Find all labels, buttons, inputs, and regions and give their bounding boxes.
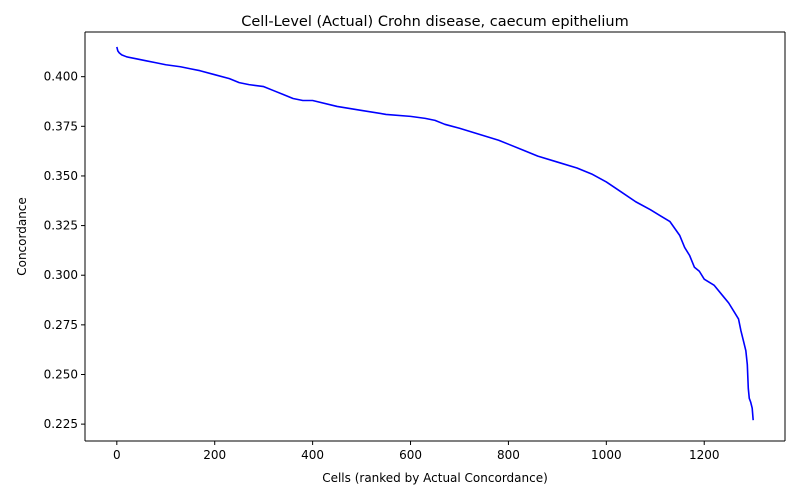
- x-tick-label: 400: [301, 448, 324, 462]
- chart-title: Cell-Level (Actual) Crohn disease, caecu…: [241, 14, 628, 30]
- y-axis-label: Concordance: [15, 197, 29, 276]
- y-tick-label: 0.300: [44, 268, 78, 282]
- y-tick-label: 0.225: [44, 417, 78, 431]
- x-tick-label: 0: [113, 448, 121, 462]
- axes-layer: [84, 31, 786, 442]
- x-tick-label: 1000: [591, 448, 622, 462]
- y-tick-label: 0.250: [44, 367, 78, 381]
- y-tick-label: 0.375: [44, 119, 78, 133]
- x-tick-label: 600: [399, 448, 422, 462]
- x-tick-label: 1200: [689, 448, 720, 462]
- y-tick-label: 0.350: [44, 169, 78, 183]
- ticks-layer: 0 200 400 600 800 1000 1200 0.225 0.250 0.275 0.30…: [44, 70, 720, 462]
- plot-area: [85, 32, 785, 441]
- x-tick-label: 800: [497, 448, 520, 462]
- y-tick-label: 0.275: [44, 318, 78, 332]
- data-layer: [116, 46, 754, 421]
- y-tick-label: 0.325: [44, 219, 78, 233]
- y-tick-label: 0.400: [44, 70, 78, 84]
- series-line: [116, 46, 754, 421]
- x-tick-label: 200: [203, 448, 226, 462]
- x-axis-label: Cells (ranked by Actual Concordance): [322, 471, 548, 485]
